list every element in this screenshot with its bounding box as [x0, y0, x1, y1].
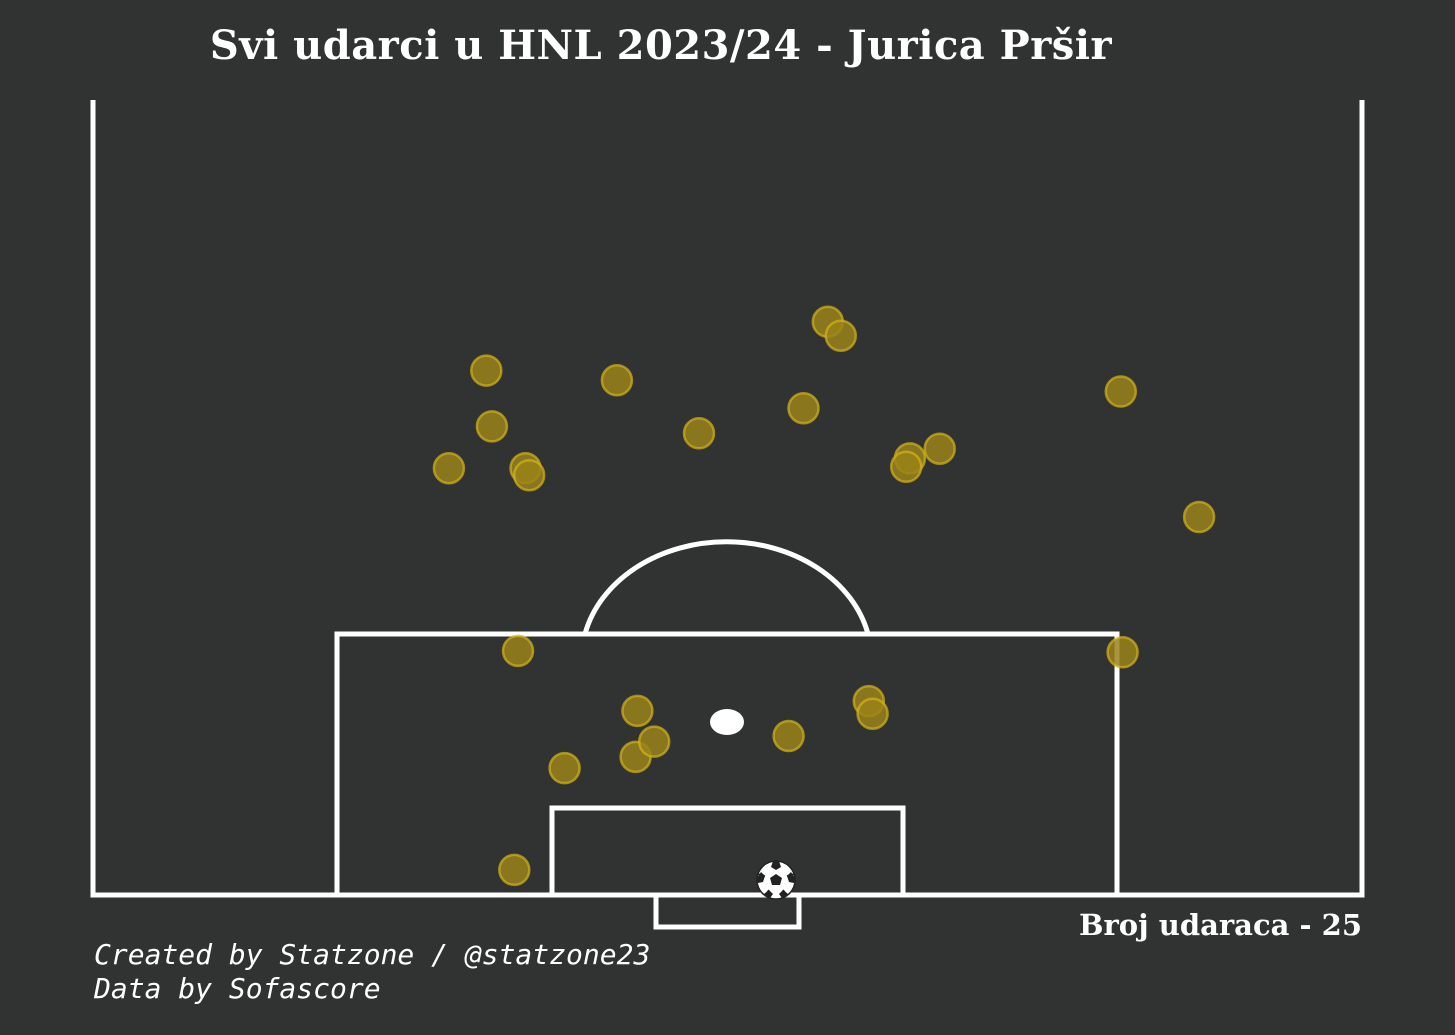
pitch-outline: [90, 100, 1365, 898]
penalty-area: [334, 631, 1120, 898]
pitch-lines: [90, 100, 1365, 930]
shot-point-21: [889, 450, 923, 484]
shot-point-1: [501, 634, 535, 668]
shot-point-7: [637, 725, 671, 758]
shot-point-24: [512, 458, 546, 492]
goal-area: [549, 805, 906, 898]
shots-layer: [432, 305, 1216, 887]
penalty-arc: [582, 539, 871, 635]
shot-point-22: [432, 451, 466, 485]
shot-point-4: [856, 697, 889, 730]
shot-point-13: [470, 354, 503, 387]
shot-point-19: [923, 432, 956, 465]
football-icon: [756, 860, 796, 900]
shot-point-8: [772, 719, 805, 753]
shot-count-label: Broj udaraca - 25: [1079, 908, 1362, 942]
credits: Created by Statzone / @statzone23 Data b…: [94, 938, 650, 1006]
shot-point-12: [824, 319, 858, 352]
shot-point-10: [498, 853, 531, 887]
shot-point-25: [1182, 500, 1216, 534]
penalty-spot: [710, 709, 744, 735]
goal: [653, 892, 802, 930]
chart-title: Svi udarci u HNL 2023/24 - Jurica Pršir: [209, 22, 1113, 69]
credits-created-by: Created by Statzone / @statzone23: [94, 938, 651, 971]
shot-point-16: [475, 410, 509, 443]
shot-point-9: [548, 751, 581, 785]
shot-point-18: [1104, 375, 1138, 408]
shot-point-2: [621, 694, 654, 728]
shot-point-17: [682, 417, 716, 450]
credits-data-source: Data by Sofascore: [94, 972, 381, 1005]
shot-point-15: [787, 391, 820, 425]
shot-point-14: [600, 364, 634, 397]
shot-point-5: [1106, 636, 1139, 669]
